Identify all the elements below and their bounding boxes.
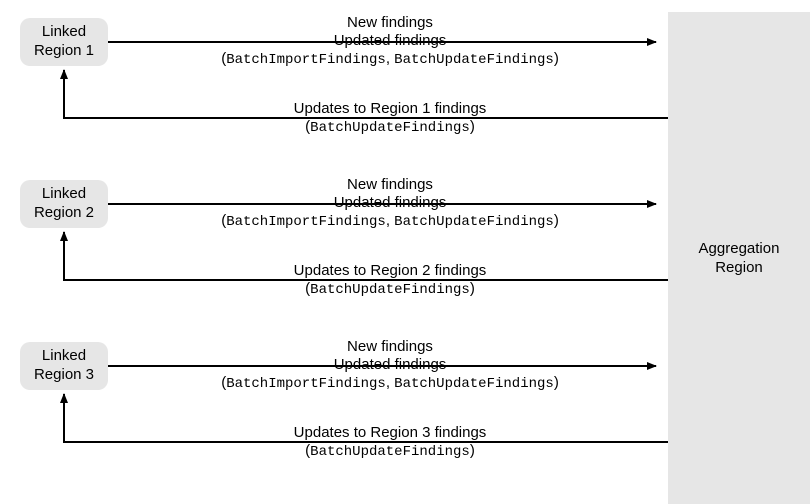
flow-back-3-line2-mono: BatchUpdateFindings <box>310 444 470 460</box>
aggregation-label-l1: Aggregation <box>699 240 780 257</box>
flow-fwd-3-line1: New findings <box>347 338 433 355</box>
flow-fwd-2-label: New findings Updated findings (BatchImpo… <box>200 176 580 231</box>
flow-fwd-1-line3-sep: , <box>386 50 394 67</box>
flow-back-2-line1: Updates to Region 2 findings <box>294 262 487 279</box>
aggregation-region-box: Aggregation Region <box>668 12 810 504</box>
flow-fwd-2-line3-mono-a: BatchImportFindings <box>226 214 386 230</box>
flow-fwd-1-line1: New findings <box>347 14 433 31</box>
flow-fwd-1-label: New findings Updated findings (BatchImpo… <box>200 14 580 69</box>
linked-region-1-box: Linked Region 1 <box>20 18 108 66</box>
flow-fwd-3-label: New findings Updated findings (BatchImpo… <box>200 338 580 393</box>
linked-region-2-label-l1: Linked <box>42 185 86 202</box>
linked-region-1-label-l1: Linked <box>42 23 86 40</box>
flow-fwd-2-line1: New findings <box>347 176 433 193</box>
flow-fwd-2-line3-mono-b: BatchUpdateFindings <box>394 214 554 230</box>
flow-back-1-line2-mono: BatchUpdateFindings <box>310 120 470 136</box>
flow-fwd-1-line3-suffix: ) <box>554 50 559 67</box>
flow-back-1-line1: Updates to Region 1 findings <box>294 100 487 117</box>
flow-back-2-label: Updates to Region 2 findings (BatchUpdat… <box>225 262 555 299</box>
aggregation-label-l2: Region <box>715 259 763 276</box>
linked-region-1-label-l2: Region 1 <box>34 42 94 59</box>
flow-fwd-1-line2: Updated findings <box>334 32 447 49</box>
flow-back-3-label: Updates to Region 3 findings (BatchUpdat… <box>225 424 555 461</box>
linked-region-3-label-l1: Linked <box>42 347 86 364</box>
flow-fwd-3-line3-suffix: ) <box>554 374 559 391</box>
flow-fwd-3-line2: Updated findings <box>334 356 447 373</box>
flow-fwd-2-line3-suffix: ) <box>554 212 559 229</box>
linked-region-3-box: Linked Region 3 <box>20 342 108 390</box>
flow-back-3-line2-suffix: ) <box>470 442 475 459</box>
linked-region-2-box: Linked Region 2 <box>20 180 108 228</box>
linked-region-2-label-l2: Region 2 <box>34 204 94 221</box>
flow-fwd-2-line3-sep: , <box>386 212 394 229</box>
flow-back-2-line2-suffix: ) <box>470 280 475 297</box>
linked-region-3-label-l2: Region 3 <box>34 366 94 383</box>
flow-back-1-label: Updates to Region 1 findings (BatchUpdat… <box>225 100 555 137</box>
flow-fwd-1-line3-mono-b: BatchUpdateFindings <box>394 52 554 68</box>
flow-fwd-3-line3-sep: , <box>386 374 394 391</box>
flow-fwd-3-line3-mono-a: BatchImportFindings <box>226 376 386 392</box>
flow-back-2-line2-mono: BatchUpdateFindings <box>310 282 470 298</box>
flow-fwd-3-line3-mono-b: BatchUpdateFindings <box>394 376 554 392</box>
flow-fwd-2-line2: Updated findings <box>334 194 447 211</box>
flow-fwd-1-line3-mono-a: BatchImportFindings <box>226 52 386 68</box>
flow-back-1-line2-suffix: ) <box>470 118 475 135</box>
flow-back-3-line1: Updates to Region 3 findings <box>294 424 487 441</box>
